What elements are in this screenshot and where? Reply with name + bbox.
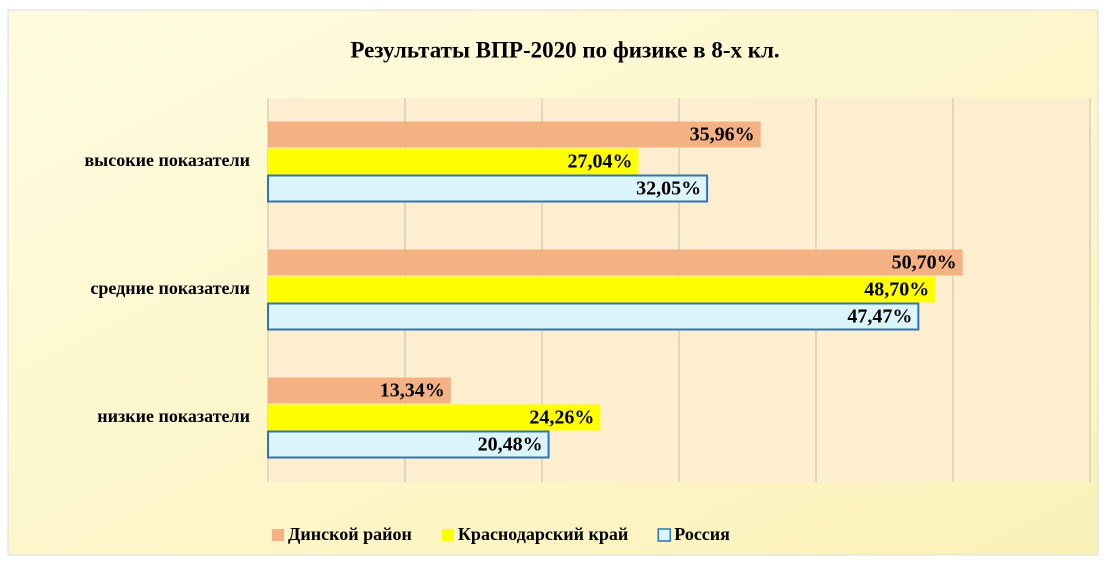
bar [268,148,639,175]
data-label: 24,26% [529,407,594,429]
bar [268,121,761,148]
legend-swatch [272,529,284,541]
legend-label: Россия [674,524,730,544]
bar [267,430,550,459]
data-label: 47,47% [847,306,912,328]
bar [268,276,936,303]
y-tick-label: высокие показатели [84,150,250,170]
data-label: 13,34% [380,380,445,402]
data-label: 50,70% [892,252,957,274]
data-label: 20,48% [478,434,543,456]
data-label: 48,70% [864,279,929,301]
legend-swatch [441,529,454,541]
legend-swatch [657,528,672,542]
bar [268,377,451,404]
bar [268,404,601,431]
chart-title: Результаты ВПР-2020 по физике в 8-х кл. [350,37,779,62]
y-tick-label: средние показатели [90,278,250,298]
data-label: 27,04% [567,151,632,173]
y-tick-label: низкие показатели [97,406,250,426]
bar [267,302,920,331]
data-label: 35,96% [690,124,755,146]
bar [267,174,709,203]
bar [268,249,963,276]
legend-label: Краснодарский край [458,524,628,544]
data-label: 32,05% [636,178,701,200]
legend-label: Динской район [288,524,412,544]
